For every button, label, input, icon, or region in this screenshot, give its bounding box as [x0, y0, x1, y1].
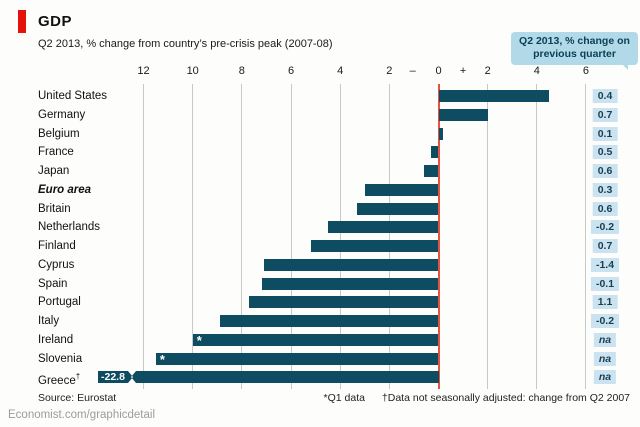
- gridline: [388, 84, 390, 389]
- quarter-change-value: na: [593, 332, 617, 347]
- axis-tick-label: 4: [533, 65, 540, 77]
- greece-value-label: -22.8: [101, 371, 125, 384]
- quarter-change-value: 0.5: [592, 145, 618, 160]
- callout-box: Q2 2013, % change on previous quarter: [511, 32, 638, 66]
- gdp-bar: *: [155, 351, 439, 367]
- quarter-change-value: -1.4: [590, 257, 620, 272]
- gridline: [585, 84, 587, 389]
- gdp-bar: [438, 109, 488, 122]
- gdp-bar: [263, 258, 439, 271]
- zero-line: [437, 84, 440, 389]
- footnote-q1: *Q1 data: [323, 392, 365, 404]
- red-accent-bar: [18, 10, 26, 33]
- gdp-bar: -22.8: [98, 371, 439, 384]
- gdp-bar: [364, 183, 439, 196]
- gdp-bar: [249, 296, 439, 309]
- gridline: [290, 84, 292, 389]
- site-credit: Economist.com/graphicdetail: [8, 409, 156, 421]
- gdp-bar: [261, 277, 439, 290]
- callout-line1: Q2 2013, % change on: [519, 35, 630, 47]
- axis-tick-label: 12: [137, 65, 150, 77]
- chart-subtitle: Q2 2013, % change from country’s pre-cri…: [38, 38, 333, 50]
- country-label: United States: [38, 90, 108, 103]
- q1-data-asterisk: *: [159, 351, 165, 367]
- callout-line2: previous quarter: [533, 48, 616, 61]
- gridline: [339, 84, 341, 389]
- quarter-change-value: 0.6: [592, 201, 618, 216]
- quarter-change-value: -0.1: [590, 276, 620, 291]
- gdp-bar: [431, 146, 439, 159]
- country-label: Slovenia: [38, 352, 83, 365]
- country-label: Ireland: [38, 333, 74, 346]
- axis-tick-label: 6: [582, 65, 590, 77]
- gdp-bar: [219, 315, 439, 328]
- country-label: Spain: [38, 277, 68, 290]
- axis-tick-label: 8: [238, 65, 245, 77]
- axis-tick-label: 4: [337, 65, 344, 77]
- axis-tick-label: –: [409, 65, 416, 77]
- quarter-change-value: 0.7: [592, 239, 618, 254]
- broken-bar-zigzag: [128, 371, 136, 384]
- country-label: Germany: [38, 109, 86, 122]
- quarter-change-value: 0.3: [592, 182, 618, 197]
- axis-tick-label: 2: [386, 65, 393, 77]
- quarter-change-value: -0.2: [590, 220, 620, 235]
- axis-tick-label: 0: [435, 65, 442, 77]
- quarter-change-value: 1.1: [592, 295, 618, 310]
- quarter-change-value: 0.7: [592, 108, 618, 123]
- country-label: Japan: [38, 165, 70, 178]
- gdp-bar: *: [192, 332, 439, 348]
- gridline: [536, 84, 538, 389]
- country-label: Belgium: [38, 127, 80, 140]
- dagger-mark: †: [75, 372, 81, 382]
- gdp-bar: [310, 240, 439, 253]
- gdp-bar: [438, 127, 444, 140]
- country-label: Greece†: [38, 372, 81, 388]
- country-label: Italy: [38, 315, 60, 328]
- gridline: [241, 84, 243, 389]
- gdp-bar: [423, 165, 439, 178]
- quarter-change-value: 0.4: [592, 89, 618, 104]
- axis-tick-label: 10: [186, 65, 199, 77]
- country-label: Cyprus: [38, 258, 75, 271]
- quarter-change-value: na: [593, 370, 617, 385]
- footnotes: *Q1 data †Data not seasonally adjusted: …: [310, 392, 630, 404]
- country-label: Portugal: [38, 296, 81, 309]
- country-label: Euro area: [38, 183, 92, 196]
- page-title: GDP: [38, 13, 73, 30]
- axis-tick-label: +: [459, 65, 467, 77]
- axis-tick-label: 6: [287, 65, 295, 77]
- gridline: [487, 84, 489, 389]
- quarter-change-value: 0.6: [592, 164, 618, 179]
- callout-tail: [618, 60, 628, 70]
- gdp-bar: [327, 221, 439, 234]
- gridline: [192, 84, 194, 389]
- gridline: [143, 84, 145, 389]
- quarter-change-value: -0.2: [590, 314, 620, 329]
- country-label: Finland: [38, 240, 76, 253]
- footnote-dagger: †Data not seasonally adjusted: change fr…: [381, 392, 630, 404]
- country-label: Netherlands: [38, 221, 101, 234]
- gdp-bar: [357, 202, 439, 215]
- country-label: Britain: [38, 202, 71, 215]
- quarter-change-value: 0.1: [592, 126, 618, 141]
- gdp-bar: [438, 90, 550, 103]
- quarter-change-value: na: [593, 351, 617, 366]
- country-label: France: [38, 146, 74, 159]
- axis-tick-label: 2: [484, 65, 491, 77]
- source-note: Source: Eurostat: [38, 392, 117, 404]
- q1-data-asterisk: *: [196, 332, 202, 348]
